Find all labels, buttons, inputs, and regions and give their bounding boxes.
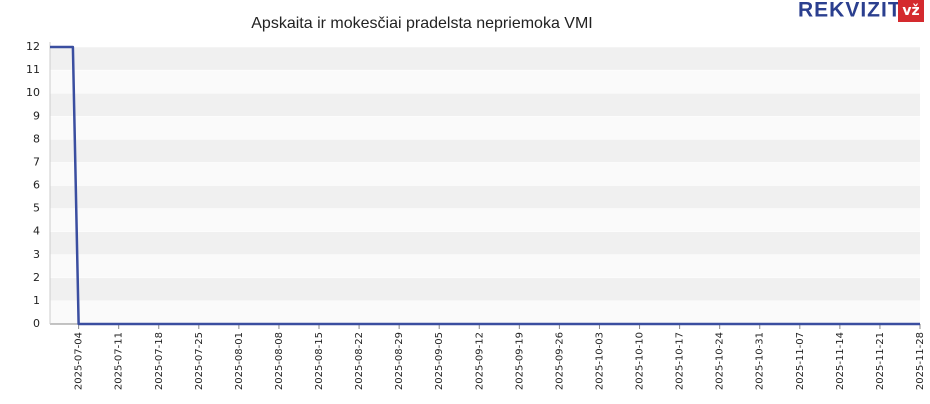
x-tick-label: 2025-11-21 <box>875 332 886 390</box>
x-tick-label: 2025-11-07 <box>795 332 806 390</box>
grid-band <box>50 47 920 71</box>
x-tick-label: 2025-10-03 <box>594 332 605 390</box>
x-tick-label: 2025-07-18 <box>154 332 165 390</box>
x-tick-label: 2025-11-14 <box>835 332 846 390</box>
grid-band <box>50 277 920 301</box>
grid-band <box>50 93 920 117</box>
y-tick-label: 7 <box>33 155 40 168</box>
y-tick-label: 8 <box>33 132 40 145</box>
y-tick-label: 5 <box>33 202 40 215</box>
y-tick-label: 9 <box>33 109 40 122</box>
line <box>50 45 920 326</box>
x-tick-label: 2025-07-04 <box>74 332 85 390</box>
chart-title: Apskaita ir mokesčiai pradelsta nepriemo… <box>251 15 592 32</box>
grid-band <box>50 185 920 209</box>
x-tick-label: 2025-10-17 <box>675 332 686 390</box>
grid-band <box>50 300 920 324</box>
x-tick-label: 2025-09-19 <box>514 332 525 390</box>
y-tick-label: 10 <box>26 86 40 99</box>
x-tick-label: 2025-09-05 <box>434 332 445 390</box>
grid-band <box>50 162 920 186</box>
x-tick-label: 2025-08-08 <box>274 332 285 390</box>
grid-band <box>50 70 920 94</box>
logo-badge <box>898 0 924 22</box>
x-tick-label: 2025-08-29 <box>394 332 405 390</box>
y-tick-label: 1 <box>33 294 40 307</box>
x-tick-label: 2025-11-28 <box>915 332 926 390</box>
y-tick-label: 2 <box>33 271 40 284</box>
x-tick-label: 2025-10-31 <box>755 332 766 390</box>
x-tick-label: 2025-07-25 <box>194 332 205 390</box>
grid-band <box>50 139 920 163</box>
x-tick-label: 2025-10-10 <box>635 332 646 390</box>
y-tick-label: 6 <box>33 179 40 192</box>
x-tick-label: 2025-07-11 <box>114 332 125 390</box>
y-tick-label: 11 <box>26 63 40 76</box>
logo-text: REKVIZITAI <box>798 0 923 22</box>
grid-band <box>50 116 920 140</box>
y-tick-label: 3 <box>33 248 40 261</box>
grid-band <box>50 208 920 232</box>
x-tick-label: 2025-08-01 <box>234 332 245 390</box>
y-tick-label: 12 <box>26 40 40 53</box>
y-tick-label: 0 <box>33 317 40 330</box>
y-tick-label: 4 <box>33 225 40 238</box>
x-tick-label: 2025-10-24 <box>715 332 726 390</box>
x-tick-label: 2025-08-22 <box>354 332 365 390</box>
x-tick-label: 2025-09-12 <box>474 332 485 390</box>
grid-band <box>50 231 920 255</box>
x-tick-label: 2025-08-15 <box>314 332 325 390</box>
grid-band <box>50 254 920 278</box>
logo-badge-text: vž <box>902 3 919 19</box>
x-tick-label: 2025-09-26 <box>554 332 565 390</box>
